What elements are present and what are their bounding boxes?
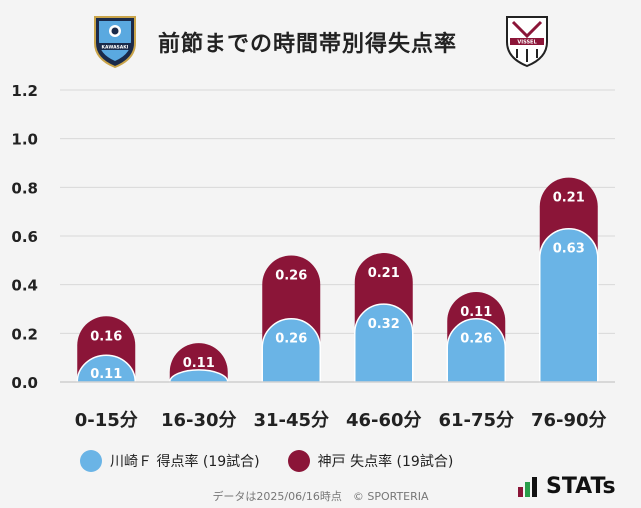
data-source-note: データは2025/06/16時点 © SPORTERIA [212,490,429,503]
legend-item-away: 神戸 失点率 (19試合) [287,450,454,472]
data-label-home: 0.26 [460,332,492,347]
chart-header: KAWASAKI 前節までの時間帯別得失点率 VISSEL [0,0,641,80]
vissel-emblem-text: VISSEL [517,40,537,46]
stats-brand: STATs [518,474,616,499]
y-tick-label: 0.0 [11,374,38,392]
y-tick-label: 0.8 [11,179,38,197]
x-tick-label: 61-75分 [438,410,514,431]
y-tick-label: 0.6 [11,228,38,246]
x-tick-label: 0-15分 [75,410,138,431]
y-tick-label: 1.0 [11,131,38,149]
legend-item-home: 川崎Ｆ 得点率 (19試合) [80,450,260,472]
bar-home [446,318,506,383]
data-label-home: 0.11 [90,367,122,382]
bar-home [261,318,321,383]
data-label-away: 0.11 [183,356,215,371]
kawasaki-emblem-text: KAWASAKI [102,45,129,51]
bar-home [76,354,137,383]
y-tick-label: 0.2 [11,325,38,343]
legend-swatch-home [80,450,102,472]
x-tick-label: 16-30分 [161,410,237,431]
data-label-home: 0.63 [553,242,585,257]
data-label-away: 0.21 [553,191,585,206]
page-title: 前節までの時間帯別得失点率 [158,32,458,57]
vissel-kobe-emblem-icon: VISSEL [506,16,548,68]
stacked-bar-chart: 0.0 0.2 0.4 0.6 0.8 1.0 1.2 0.11 0.16 0-15分 0.11 16… [11,82,615,431]
y-tick-label: 0.4 [11,277,38,295]
chart-legend: 川崎Ｆ 得点率 (19試合) 神戸 失点率 (19試合) [80,448,481,474]
x-tick-label: 76-90分 [531,410,607,431]
kawasaki-frontale-emblem-icon: KAWASAKI [94,16,136,69]
stats-brand-text: STATs [546,474,616,499]
data-label-away: 0.26 [275,268,307,283]
bar-home [539,228,599,383]
x-tick-label: 46-60分 [346,410,422,431]
x-tick-label: 31-45分 [253,410,329,431]
legend-label-home: 川崎Ｆ 得点率 (19試合) [110,454,260,470]
y-tick-label: 1.2 [11,82,38,100]
bar-home [354,303,414,383]
data-label-home: 0.32 [368,317,400,332]
data-label-away: 0.16 [90,329,122,344]
data-label-home: 0.26 [275,332,307,347]
legend-swatch-away [287,450,310,472]
data-label-away: 0.11 [460,305,492,320]
bar-home [168,369,229,383]
stats-logo-icon [518,476,537,497]
legend-label-away: 神戸 失点率 (19試合) [317,454,454,470]
data-label-away: 0.21 [368,266,400,281]
